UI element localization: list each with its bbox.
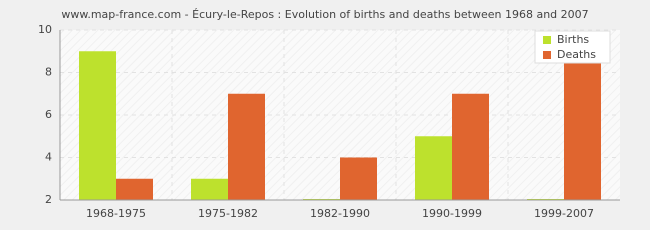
- chart-title: www.map-france.com - Écury-le-Repos : Ev…: [61, 8, 588, 21]
- x-tick-label: 1990-1999: [422, 207, 482, 220]
- bar: [191, 178, 228, 200]
- y-tick-label: 2: [45, 193, 52, 206]
- x-tick-label: 1982-1990: [310, 207, 370, 220]
- chart: www.map-france.com - Écury-le-Repos : Ev…: [0, 0, 650, 230]
- legend-label: Births: [557, 33, 589, 46]
- legend-swatch: [543, 36, 551, 44]
- bar: [452, 93, 489, 200]
- y-tick-label: 8: [45, 66, 52, 79]
- x-tick-label: 1975-1982: [198, 207, 258, 220]
- bar: [415, 136, 452, 200]
- legend-label: Deaths: [557, 48, 596, 61]
- bar: [340, 157, 377, 200]
- x-tick-label: 1999-2007: [534, 207, 594, 220]
- bar: [564, 51, 601, 200]
- bar: [79, 51, 116, 200]
- bar: [116, 178, 153, 200]
- y-tick-label: 4: [45, 151, 52, 164]
- y-tick-label: 10: [38, 23, 52, 36]
- x-tick-label: 1968-1975: [86, 207, 146, 220]
- y-tick-label: 6: [45, 108, 52, 121]
- legend-swatch: [543, 51, 551, 59]
- bar: [228, 93, 265, 200]
